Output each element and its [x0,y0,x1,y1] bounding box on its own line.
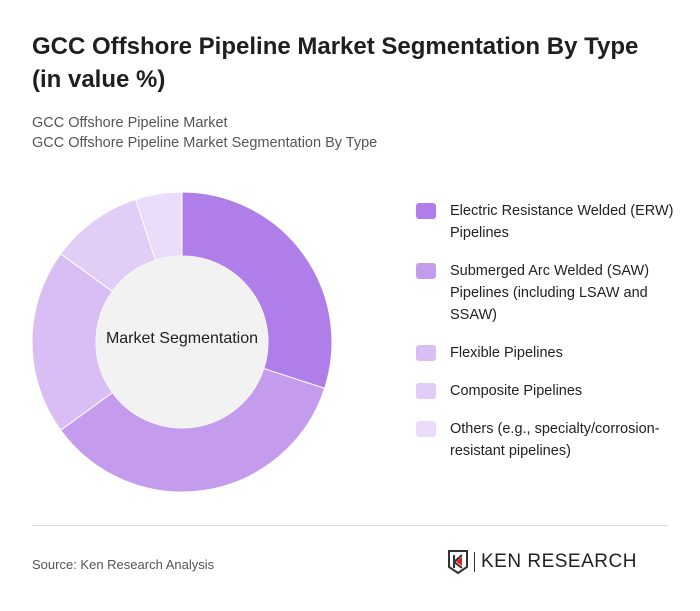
divider [32,525,668,526]
legend-label: Submerged Arc Welded (SAW) Pipelines (in… [450,263,650,323]
chart-title: GCC Offshore Pipeline Market Segmentatio… [32,33,639,93]
ken-research-logo: KEN RESEARCH [447,549,637,575]
legend: Electric Resistance Welded (ERW) Pipelin… [416,200,686,478]
donut-center-label: Market Segmentation [105,330,259,347]
legend-item: Submerged Arc Welded (SAW) Pipelines (in… [416,260,686,326]
legend-swatch [416,203,436,219]
legend-swatch [416,421,436,437]
legend-swatch [416,345,436,361]
legend-swatch [416,383,436,399]
source-note: Source: Ken Research Analysis [32,557,215,572]
ken-logo-icon [448,550,468,575]
logo-text: KEN RESEARCH [481,551,637,572]
legend-label: Electric Resistance Welded (ERW) Pipelin… [450,203,674,241]
legend-item: Others (e.g., specialty/corrosion-resist… [416,418,686,462]
subtitle-market: GCC Offshore Pipeline Market [32,115,228,131]
donut-hole [96,256,268,428]
subtitle-segmentation: GCC Offshore Pipeline Market Segmentatio… [32,135,378,151]
legend-item: Electric Resistance Welded (ERW) Pipelin… [416,200,686,244]
legend-item: Composite Pipelines [416,380,686,402]
legend-label: Flexible Pipelines [450,345,563,361]
legend-label: Others (e.g., specialty/corrosion-resist… [450,421,660,459]
legend-label: Composite Pipelines [450,383,583,399]
legend-swatch [416,263,436,279]
legend-item: Flexible Pipelines [416,342,686,364]
donut-chart [31,191,333,493]
